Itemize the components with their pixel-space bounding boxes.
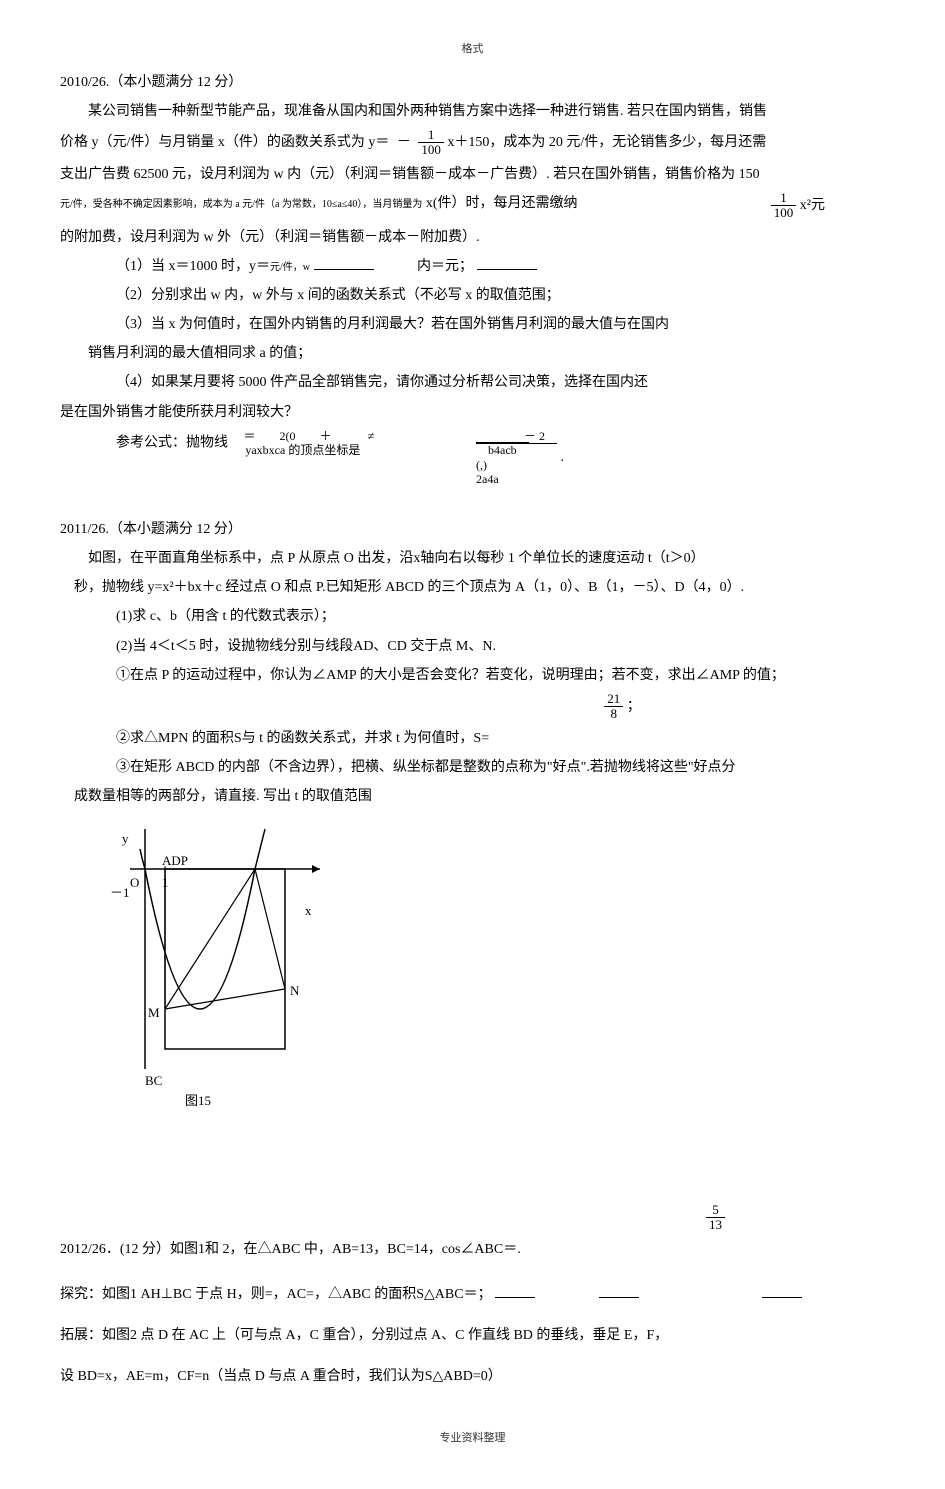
p2010-q4b: 是在国外销售才能使所获月利润较大？ — [60, 400, 885, 425]
p2012-frac-row: 5 13 — [60, 1203, 885, 1233]
label-x: x — [305, 899, 312, 922]
blank-5 — [762, 1283, 802, 1298]
p2010-l4-mid: x(件）时，每月还需缴纳 — [426, 196, 578, 211]
label-O: O — [130, 871, 139, 894]
label-M: M — [148, 1001, 160, 1024]
p2011-diagram: y O ADP 1 －1 x N M BC 图15 — [90, 819, 350, 1119]
p2010-line4: 元/件，受各种不确定因素影响，成本为 a 元/件（a 为常数，10≤a≤40），… — [60, 191, 885, 221]
frac-1-100-b: 1 100 — [771, 191, 797, 221]
blank-1 — [314, 255, 374, 270]
label-ADP: ADP — [162, 849, 188, 872]
blank-2 — [477, 255, 537, 270]
frac-5-13: 5 13 — [706, 1203, 725, 1233]
p2011-l1b: 秒，抛物线 y=x²＋bx＋c 经过点 O 和点 P.已知矩形 ABCD 的三个… — [60, 575, 885, 600]
diagram-svg — [90, 819, 350, 1099]
p2011-q2-3b: 成数量相等的两部分，请直接. 写出 t 的取值范围 — [60, 784, 885, 809]
p2012-title: 2012/26．(12 分）如图1和 2，在△ABC 中，AB=13，BC=14… — [60, 1237, 885, 1262]
page-footer: 专业资料整理 — [60, 1429, 885, 1449]
p2011-l1a: 如图，在平面直角坐标系中，点 P 从原点 O 出发，沿x轴向右以每秒 1 个单位… — [60, 546, 885, 571]
page-header: 格式 — [60, 40, 885, 60]
p2010-line5: 的附加费，设月利润为 w 外（元）（利润＝销售额－成本－附加费）. — [60, 225, 885, 250]
p2012-l2: 拓展：如图2 点 D 在 AC 上（可与点 A，C 重合），分别过点 A、C 作… — [60, 1323, 885, 1348]
label-neg1: －1 — [110, 881, 130, 904]
p2010-q2: （2）分别求出 w 内，w 外与 x 间的函数关系式（不必写 x 的取值范围； — [60, 283, 885, 308]
label-BC: BC — [145, 1069, 162, 1092]
p2012-l1: 探究：如图1 AH⊥BC 于点 H，则=，AC=，△ABC 的面积S△ABC＝； — [60, 1282, 885, 1307]
p2010-q3b: 销售月利润的最大值相同求 a 的值； — [60, 341, 885, 366]
blank-3 — [495, 1283, 535, 1298]
blank-4 — [599, 1283, 639, 1298]
p2010-l2a: 价格 y（元/件）与月销量 x（件）的函数关系式为 y＝ — [60, 135, 389, 150]
frac-1-100-a: 1 100 — [418, 128, 444, 158]
p2011-q2-3a: ③在矩形 ABCD 的内部（不含边界），把横、纵坐标都是整数的点称为"好点".若… — [60, 755, 885, 780]
label-one: 1 — [162, 871, 169, 894]
p2010-formula: 参考公式：抛物线 ＝ 2(0 ＋ ≠ yaxbxca 的顶点坐标是 － 2 b4… — [116, 429, 885, 479]
p2010-line2: 价格 y（元/件）与月销量 x（件）的函数关系式为 y＝ － 1 100 x＋1… — [60, 128, 885, 158]
p2010-line3: 支出广告费 62500 元，设月利润为 w 内（元）（利润＝销售额－成本－广告费… — [60, 162, 885, 187]
p2011-q2-2: ②求△MPN 的面积S与 t 的函数关系式，并求 t 为何值时，S= — [60, 726, 885, 751]
label-N: N — [290, 979, 299, 1002]
label-y: y — [122, 827, 129, 850]
p2010-l4-end: x²元 — [800, 198, 825, 213]
p2011-q2: (2)当 4＜t＜5 时，设抛物线分别与线段AD、CD 交于点 M、N. — [60, 634, 885, 659]
p2010-q1: （1）当 x＝1000 时，y＝元/件，w 内＝元； — [60, 254, 885, 279]
p2011-frac-21-8: 21 8 ； — [60, 692, 885, 722]
p2011-q2-1: ①在点 P 的运动过程中，你认为∠AMP 的大小是否会变化？若变化，说明理由；若… — [60, 663, 885, 688]
p2010-line1: 某公司销售一种新型节能产品，现准备从国内和国外两种销售方案中选择一种进行销售. … — [60, 99, 885, 124]
p2011-title: 2011/26.（本小题满分 12 分） — [60, 517, 885, 542]
p2010-q4a: （4）如果某月要将 5000 件产品全部销售完，请你通过分析帮公司决策，选择在国… — [60, 370, 885, 395]
p2010-l2b: x＋150，成本为 20 元/件，无论销售多少，每月还需 — [447, 135, 766, 150]
p2010-q3a: （3）当 x 为何值时，在国外内销售的月利润最大？若在国外销售月利润的最大值与在… — [60, 312, 885, 337]
p2010-title: 2010/26.（本小题满分 12 分） — [60, 70, 885, 95]
p2011-q1: (1)求 c、b（用含 t 的代数式表示）； — [60, 604, 885, 629]
p2010-l4-small: 元/件，受各种不确定因素影响，成本为 a 元/件（a 为常数，10≤a≤40），… — [60, 199, 422, 210]
diagram-caption: 图15 — [185, 1089, 211, 1112]
p2012-l3: 设 BD=x，AE=m，CF=n（当点 D 与点 A 重合时，我们认为S△ABD… — [60, 1364, 885, 1389]
